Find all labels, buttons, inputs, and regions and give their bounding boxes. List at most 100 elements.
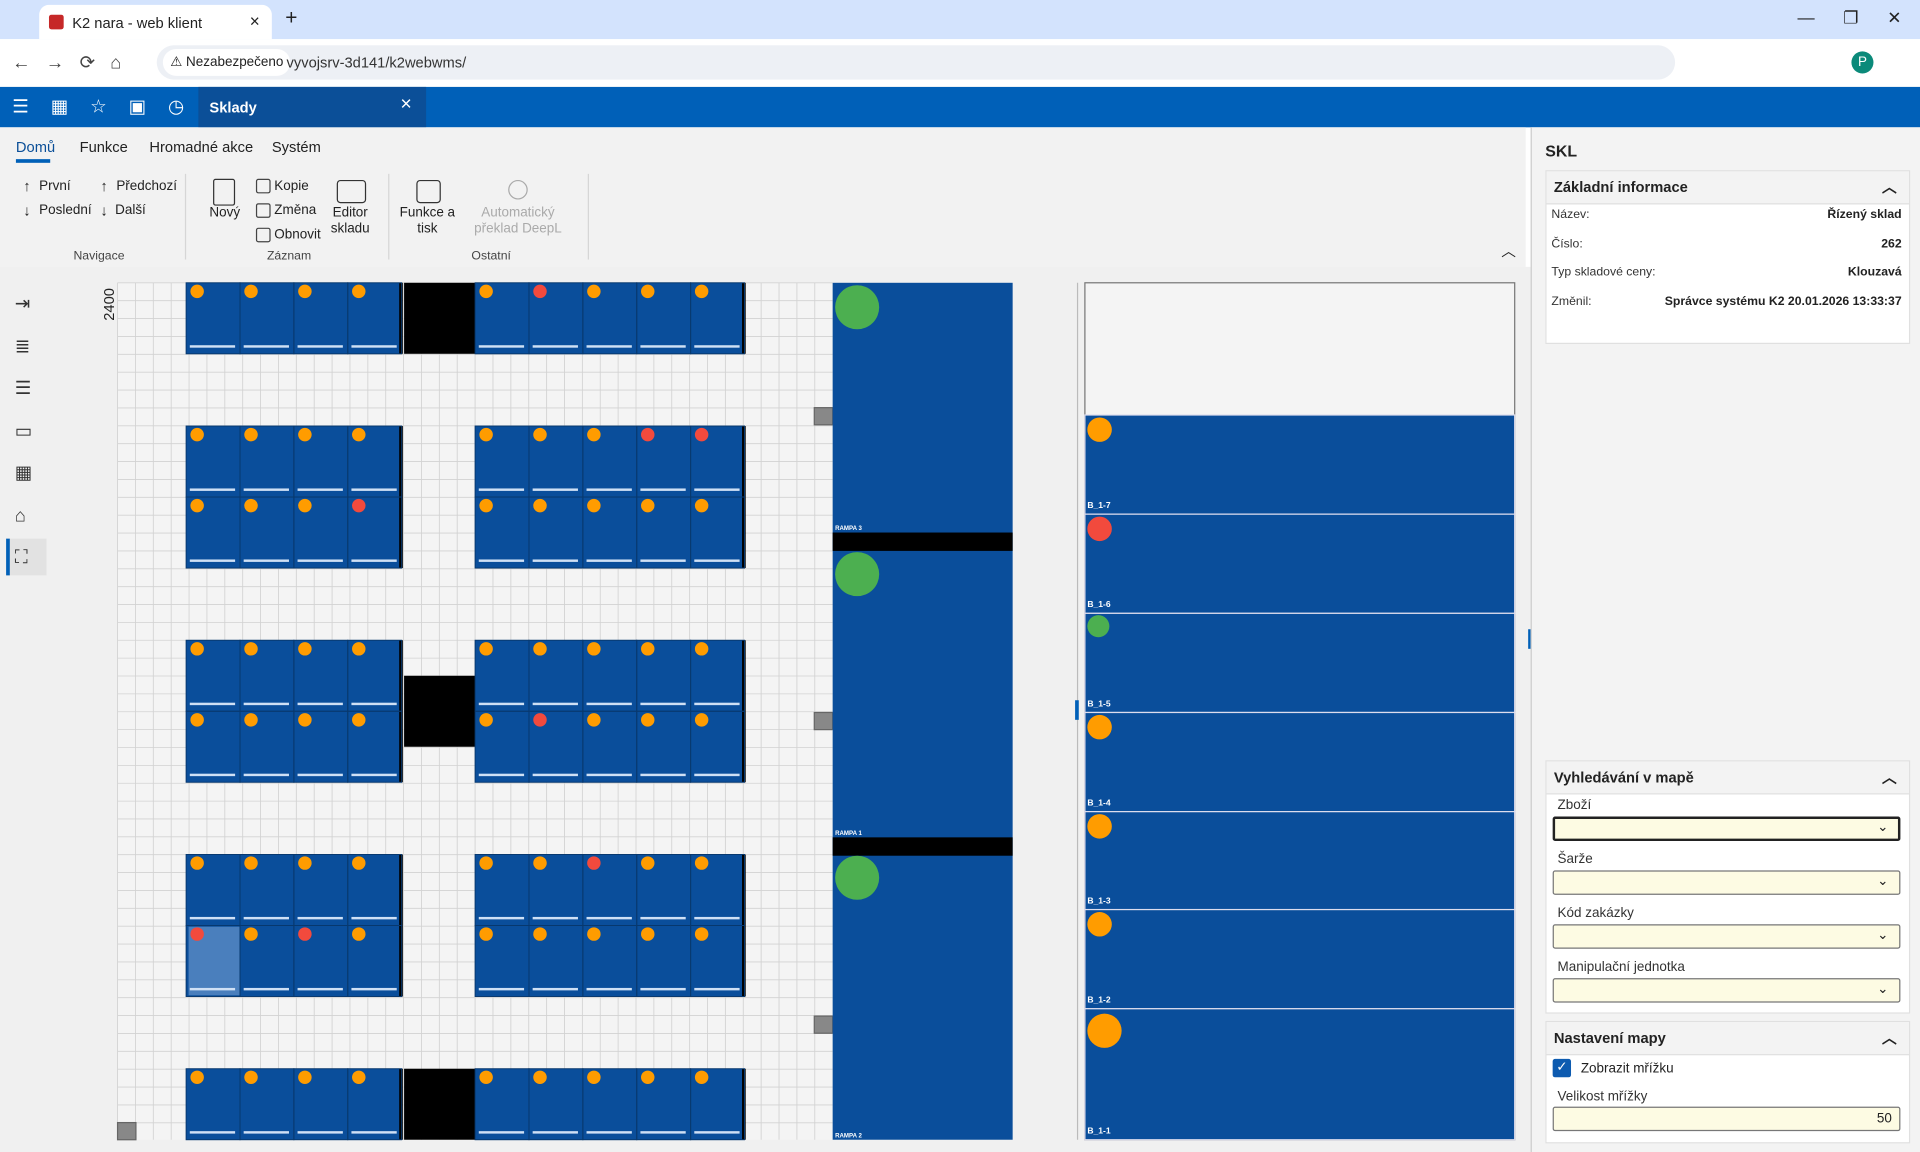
status-dot [533, 1070, 547, 1085]
rack-label [297, 1131, 343, 1134]
rack-label [189, 916, 236, 920]
grid-checkbox[interactable]: ✓ [1552, 1058, 1572, 1078]
info-label: Změnil: [1551, 294, 1592, 308]
app-icons[interactable]: ☰▦☆▣◷ [12, 96, 207, 118]
field-input[interactable] [1552, 924, 1901, 949]
status-dot [298, 927, 312, 941]
new-tab[interactable]: + [285, 6, 298, 30]
ribbon-button[interactable]: Obnovit [274, 227, 321, 243]
ribbon-tab[interactable]: Domů [15, 138, 56, 156]
ribbon-button[interactable]: Editor skladu [330, 205, 370, 237]
section-heading[interactable]: Vyhledávání v mapě ︿ [1546, 761, 1909, 795]
rack-label [478, 1131, 525, 1134]
rack-edge [742, 1068, 746, 1140]
button-icon [255, 203, 271, 218]
ribbon-button[interactable]: Předchozí [116, 178, 177, 194]
location-dot [1087, 912, 1112, 937]
status-dot [298, 856, 312, 870]
profile[interactable]: P [1851, 51, 1874, 74]
tab-close[interactable]: × [249, 11, 260, 31]
nav-buttons[interactable]: ← → ⟳ ⌂ [12, 52, 122, 74]
dropdown-icon[interactable]: ⌄ [1877, 981, 1889, 997]
rack-label [351, 702, 397, 706]
field-input[interactable] [1552, 978, 1901, 1003]
status-dot [479, 498, 493, 513]
rack-label [640, 773, 686, 777]
status-dot [479, 284, 493, 299]
omnibox[interactable]: ⚠ Nezabezpečeno vyvojsrv-3d141/k2webwms/ [156, 45, 1676, 80]
section-heading[interactable]: Nastavení mapy ︿ [1546, 1022, 1909, 1056]
rack-label [351, 1131, 397, 1134]
status-dot [190, 498, 204, 513]
favicon [48, 14, 64, 30]
rack-label [189, 773, 236, 777]
group-label: Navigace [73, 249, 125, 264]
button-icon: ↓ [100, 201, 108, 220]
rack-label [640, 987, 686, 991]
status-dot [641, 927, 655, 941]
rack-label [297, 773, 343, 777]
status-dot [694, 498, 709, 513]
status-dot [641, 642, 655, 656]
rack-label [189, 345, 236, 348]
rack-label [297, 488, 343, 491]
rack-label [297, 987, 343, 991]
section-heading[interactable]: Základní informace ︿ [1546, 171, 1909, 205]
button-icon [213, 178, 236, 206]
rack-label [243, 559, 289, 562]
rack-label [586, 559, 632, 562]
location-label: B_1-3 [1087, 895, 1111, 905]
status-dot [244, 284, 258, 299]
browser-tab[interactable]: K2 nara - web klient × [39, 4, 272, 40]
ramp-label: RAMPA 1 [835, 830, 862, 837]
ribbon-collapse[interactable]: ︿ [1501, 242, 1516, 260]
ribbon-button[interactable]: Změna [274, 203, 317, 218]
dropdown-icon[interactable]: ⌄ [1877, 874, 1889, 889]
ribbon-tab[interactable]: Funkce [79, 138, 128, 156]
field-input[interactable] [1552, 870, 1901, 895]
ribbon-tab[interactable]: Hromadné akce [149, 138, 254, 156]
status-dot [352, 284, 366, 299]
rack-label [243, 987, 289, 991]
dropdown-icon[interactable]: ⌄ [1877, 927, 1889, 943]
status-dot [479, 927, 493, 941]
ribbon-button[interactable]: První [39, 178, 71, 194]
grid-size-input[interactable]: 50 [1552, 1106, 1901, 1132]
ribbon-button[interactable]: Další [115, 203, 146, 218]
status-dot [190, 1070, 204, 1085]
dropdown-icon[interactable]: ⌄ [1877, 820, 1889, 835]
status-dot [244, 427, 258, 442]
sidebar-active[interactable] [6, 538, 47, 576]
security-chip[interactable]: ⚠ Nezabezpečeno [162, 48, 291, 76]
status-dot [694, 642, 709, 656]
rack-label [189, 559, 236, 562]
rack-label [297, 916, 343, 920]
app-header: ☰▦☆▣◷ Sklady × [0, 86, 1920, 128]
app-tab-close[interactable]: × [400, 94, 412, 116]
security-text: Nezabezpečeno [186, 55, 284, 70]
location [1084, 1008, 1516, 1141]
ribbon-button[interactable]: Funkce a tisk [399, 205, 456, 237]
window-controls[interactable]: — ❐ ✕ [1797, 7, 1902, 27]
ribbon-button[interactable]: Kopie [274, 178, 309, 194]
rack-label [351, 488, 397, 491]
ribbon-button[interactable]: Poslední [39, 203, 92, 218]
ribbon-tab[interactable]: Systém [271, 138, 321, 156]
rack-label [586, 345, 632, 348]
app-tab[interactable]: Sklady × [198, 86, 427, 128]
status-dot [244, 927, 258, 941]
location-dot [1087, 417, 1112, 442]
rack-label [586, 1131, 632, 1134]
ramp-bar [832, 837, 1013, 856]
status-dot [244, 856, 258, 870]
rack-label [586, 987, 632, 991]
field-label: Zboží [1557, 798, 1592, 813]
panel-handle [1528, 629, 1532, 649]
splitter-handle [1075, 700, 1079, 720]
status-dot [587, 713, 601, 727]
field-input[interactable] [1552, 816, 1901, 842]
panel-title: SKL [1545, 142, 1578, 161]
sidebar-icons[interactable]: ⇥ ≣ ☰ ▭ ▦ ⌂ ⛶ [14, 293, 33, 569]
rack-label [532, 559, 578, 562]
ribbon-button[interactable]: Nový [209, 205, 241, 221]
